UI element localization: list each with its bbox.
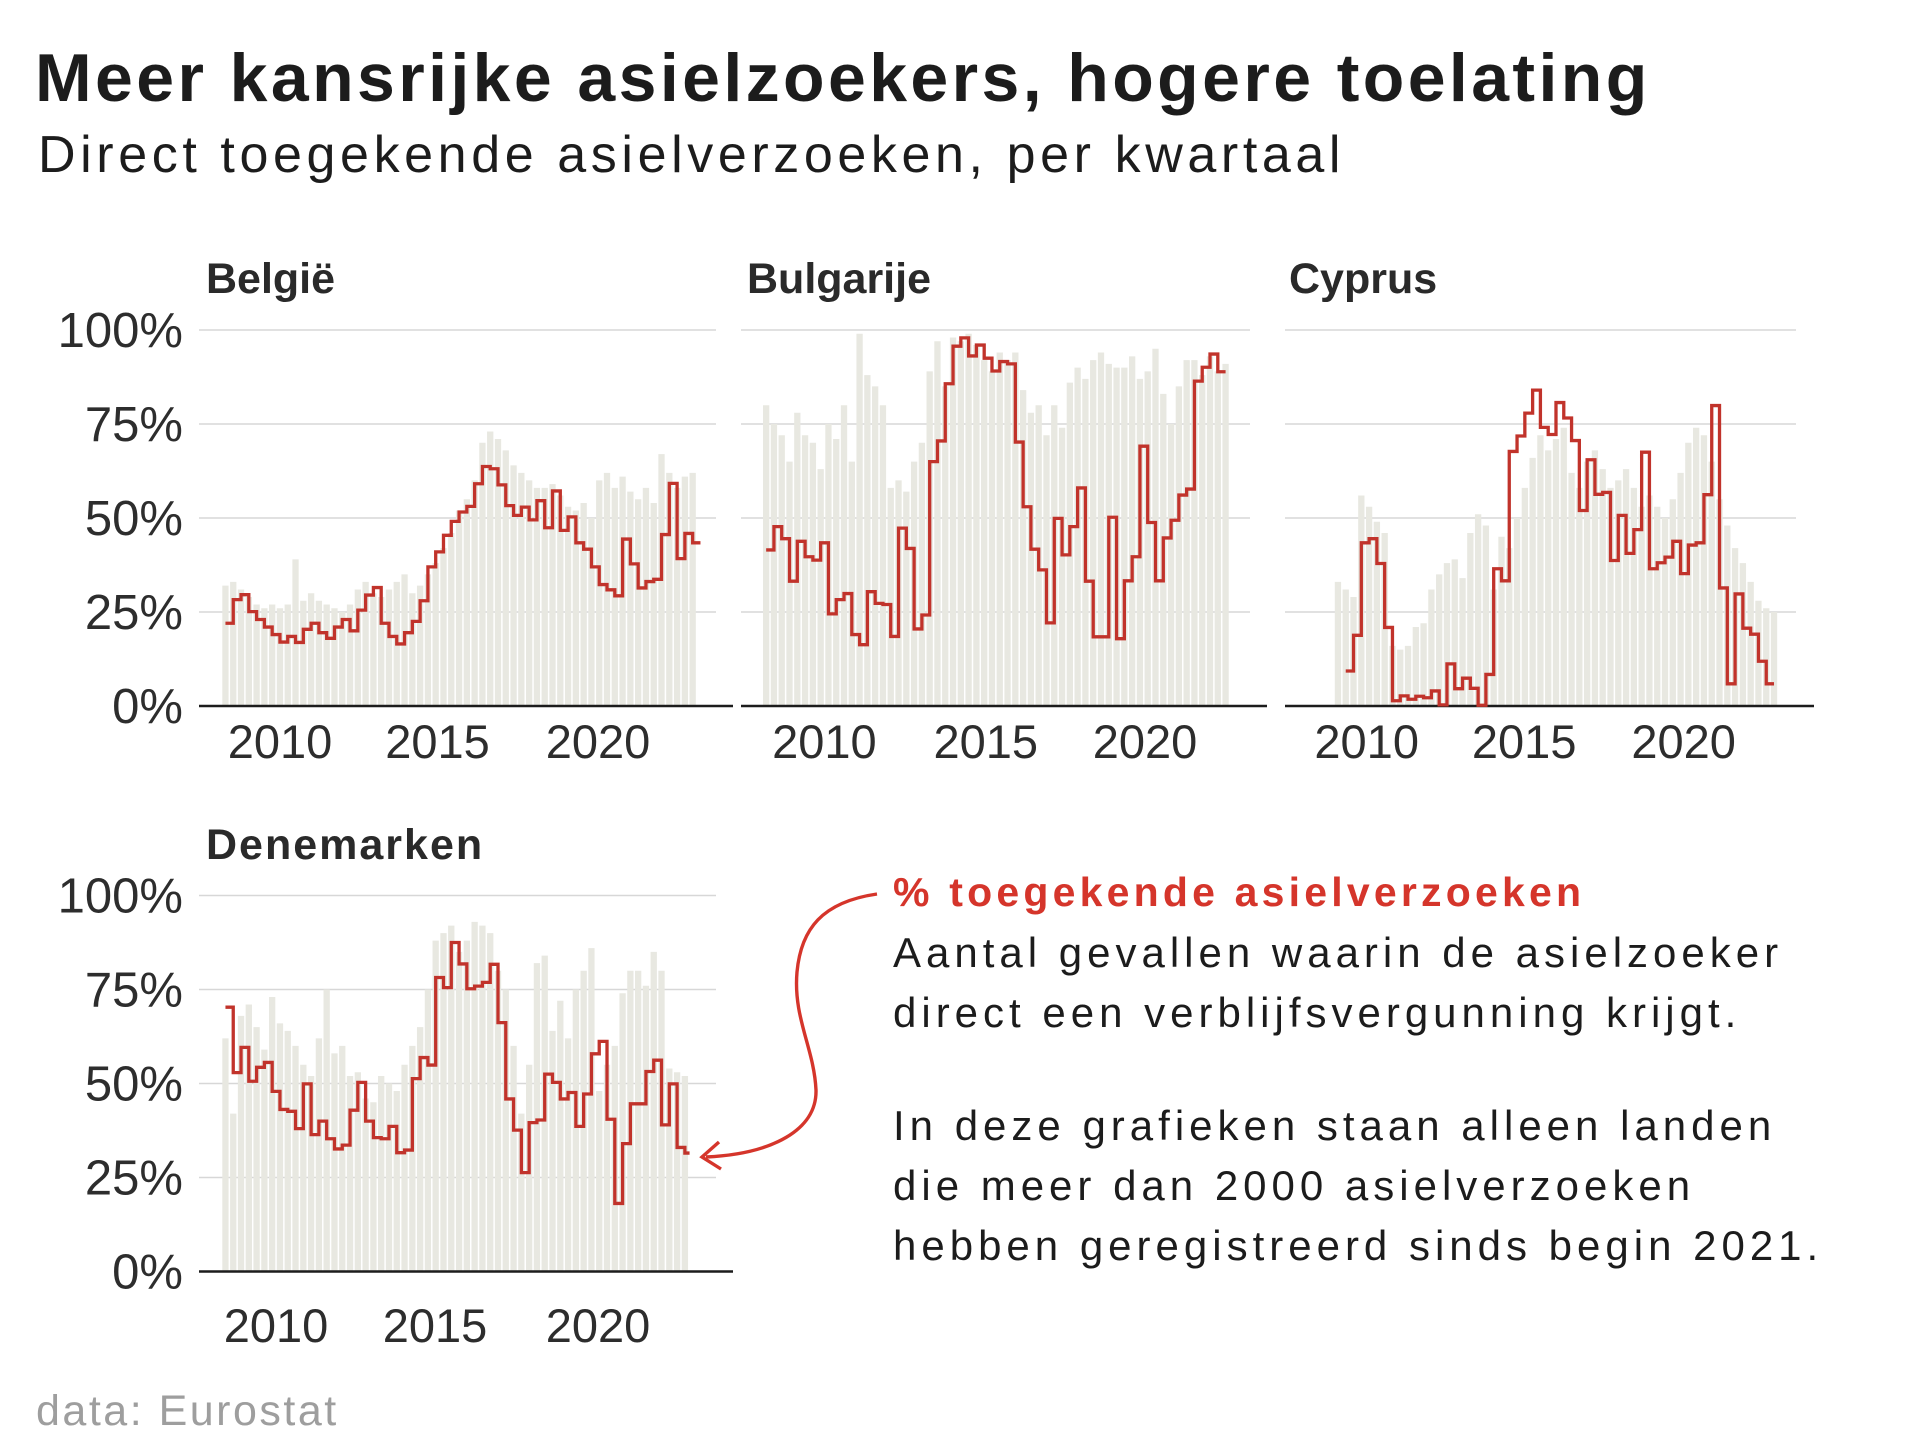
svg-text:2015: 2015 <box>385 715 490 768</box>
svg-text:hebben geregistreerd sinds beg: hebben geregistreerd sinds begin 2021. <box>893 1222 1823 1269</box>
svg-text:2015: 2015 <box>1472 715 1577 768</box>
svg-text:die meer dan 2000 asielverzoek: die meer dan 2000 asielverzoeken <box>893 1162 1695 1209</box>
svg-text:0%: 0% <box>112 680 183 734</box>
svg-text:2015: 2015 <box>934 715 1039 768</box>
svg-text:2020: 2020 <box>546 715 651 768</box>
svg-text:2020: 2020 <box>1631 715 1736 768</box>
svg-text:2010: 2010 <box>228 715 333 768</box>
svg-text:Cyprus: Cyprus <box>1289 255 1437 303</box>
svg-text:75%: 75% <box>85 398 183 452</box>
svg-text:Direct toegekende asielverzoek: Direct toegekende asielverzoeken, per kw… <box>38 126 1345 184</box>
svg-text:België: België <box>206 255 335 303</box>
svg-text:direct een verblijfsvergunning: direct een verblijfsvergunning krijgt. <box>893 989 1741 1036</box>
svg-text:50%: 50% <box>85 492 183 546</box>
svg-text:Denemarken: Denemarken <box>206 821 484 869</box>
svg-text:2010: 2010 <box>772 715 877 768</box>
svg-text:In deze grafieken staan alleen: In deze grafieken staan alleen landen <box>893 1102 1776 1149</box>
svg-text:2015: 2015 <box>383 1299 488 1352</box>
svg-text:25%: 25% <box>85 586 183 640</box>
svg-text:Aantal gevallen waarin de asie: Aantal gevallen waarin de asielzoeker <box>893 929 1783 976</box>
svg-text:2010: 2010 <box>224 1299 329 1352</box>
svg-text:Meer kansrijke asielzoekers, h: Meer kansrijke asielzoekers, hogere toel… <box>35 40 1651 116</box>
svg-text:50%: 50% <box>85 1058 183 1112</box>
svg-text:100%: 100% <box>58 304 183 358</box>
svg-text:0%: 0% <box>112 1246 183 1300</box>
svg-text:2020: 2020 <box>546 1299 651 1352</box>
svg-text:2020: 2020 <box>1093 715 1198 768</box>
svg-text:100%: 100% <box>58 870 183 924</box>
svg-text:Bulgarije: Bulgarije <box>747 255 931 303</box>
svg-text:% toegekende asielverzoeken: % toegekende asielverzoeken <box>893 869 1585 915</box>
svg-text:25%: 25% <box>85 1152 183 1206</box>
svg-text:75%: 75% <box>85 964 183 1018</box>
svg-text:data: Eurostat: data: Eurostat <box>36 1387 339 1435</box>
svg-text:2010: 2010 <box>1314 715 1419 768</box>
